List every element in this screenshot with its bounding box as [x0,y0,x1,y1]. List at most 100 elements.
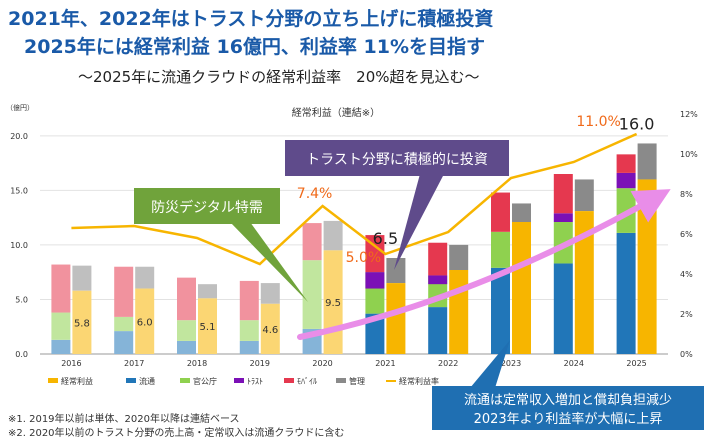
management-bar [574,179,594,212]
headline-line1: 2021年、2022年はトラスト分野の立ち上げに積極投資 [8,8,494,30]
segment-bar-官公庁 [51,312,71,340]
segment-bar-官公庁 [491,231,510,268]
left-tick-label: 5.0 [15,295,28,304]
segment-bar-流通 [177,340,196,354]
segment-bar-ﾓﾊﾞｲﾙ [491,192,510,232]
management-bar [72,265,92,291]
legend-swatch [48,378,58,383]
segment-bar-ﾓﾊﾞｲﾙ [239,280,259,321]
callout-trust: トラスト分野に積極的に投資 [285,140,509,270]
management-bar [386,258,406,284]
left-tick-label: 0.0 [15,350,28,359]
profit-bar [637,179,657,354]
profit-bar [386,283,406,354]
management-bar [135,266,155,289]
growth-arrow [297,189,671,340]
profit-data-label: 6.5 [373,229,398,248]
legend-label: ﾓﾊﾞｲﾙ [297,377,317,386]
legend-swatch [234,378,244,383]
segment-bar-流通 [51,339,71,354]
management-bar [512,203,531,222]
profit-bar [449,270,469,354]
legend-swatch [126,378,136,383]
segment-bar-流通 [491,267,510,354]
legend-swatch [180,378,190,383]
segment-bar-ﾄﾗｽﾄ [553,213,573,222]
profit-data-label: 9.5 [325,298,341,309]
left-axis-unit: （億円） [6,103,34,112]
legend-label: 管理 [349,376,365,386]
callout-trust-text: トラスト分野に積極的に投資 [306,152,488,168]
segment-bar-ﾓﾊﾞｲﾙ [616,154,636,173]
callout-bousai-text: 防災デジタル特需 [151,199,263,216]
profit-data-label: 5.8 [74,318,90,329]
segment-bar-ﾓﾊﾞｲﾙ [51,264,71,313]
legend-label: 流通 [139,376,155,386]
segment-bar-流通 [239,340,259,354]
right-tick-label: 0% [680,350,693,359]
callout-ryutsu-line2: 2023年より利益率が大幅に上昇 [474,411,663,427]
right-tick-label: 12% [680,110,698,119]
right-tick-label: 6% [680,230,693,239]
callout-ryutsu: 流通は定常収入増加と償却負担減少 2023年より利益率が大幅に上昇 [432,340,704,430]
chart-title: 経常利益（連結※） [292,106,380,119]
x-tick-label: 2021 [375,359,395,368]
margin-line [71,132,638,266]
left-tick-label: 15.0 [10,186,28,195]
callout-ryutsu-line1: 流通は定常収入増加と償却負担減少 [464,392,672,408]
segment-bar-官公庁 [177,320,196,341]
right-tick-label: 8% [680,190,693,199]
left-tick-label: 10.0 [10,241,28,250]
profit-bar [198,298,217,354]
x-tick-label: 2020 [312,359,332,368]
segment-bar-ﾓﾊﾞｲﾙ [553,174,573,214]
callout-bousai: 防災デジタル特需 [134,188,308,302]
subtitle: ～2025年に流通クラウドの経常利益率 20%超を見込む～ [78,68,480,86]
management-bar [449,244,469,270]
segment-bar-官公庁 [239,320,259,341]
profit-data-label: 16.0 [619,114,655,133]
segment-bar-流通 [365,313,385,354]
note-2: ※2. 2020年以前のトラスト分野の売上高・定常収入は流通クラウドに含む [8,428,345,439]
legend-label: 官公庁 [193,376,217,386]
legend-swatch [284,378,294,383]
segment-bar-ﾓﾊﾞｲﾙ [428,242,448,276]
segment-bar-流通 [553,263,573,354]
profit-bar [72,290,92,354]
segment-bar-ﾓﾊﾞｲﾙ [177,277,196,321]
segment-bar-官公庁 [114,316,134,332]
segment-bar-流通 [428,307,448,354]
profit-bar [135,288,155,354]
x-tick-label: 2016 [61,359,81,368]
profit-bar [512,222,531,354]
segment-bar-流通 [616,232,636,354]
segment-bar-ﾓﾊﾞｲﾙ [365,235,385,273]
segment-bar-官公庁 [302,260,322,329]
x-tick-label: 2019 [250,359,270,368]
management-bar [260,283,280,304]
x-tick-label: 2017 [124,359,144,368]
legend-label: 経常利益率 [399,376,439,386]
management-bar [323,220,343,251]
margin-data-label: 11.0% [576,114,620,130]
management-bar [637,143,657,180]
segment-bar-ﾄﾗｽﾄ [616,172,636,189]
right-tick-label: 4% [680,270,693,279]
right-tick-label: 10% [680,150,698,159]
note-1: ※1. 2019年以前は単体、2020年以降は連結ベース [8,414,240,425]
profit-data-label: 4.6 [262,325,278,336]
x-tick-label: 2025 [626,359,646,368]
margin-data-label: 5.0% [346,250,382,266]
segment-bar-ﾓﾊﾞｲﾙ [302,223,322,261]
left-tick-label: 20.0 [10,132,28,141]
right-tick-label: 2% [680,310,693,319]
segment-bar-trust-negative [365,272,385,289]
profit-data-label: 5.1 [200,322,216,333]
segment-bar-ﾓﾊﾞｲﾙ [114,266,134,317]
management-bar [198,284,217,299]
segment-bar-流通 [114,331,134,354]
headline-line2: 2025年には経常利益 16億円、利益率 11%を目指す [24,36,486,58]
profit-data-label: 6.0 [137,317,153,328]
x-tick-label: 2018 [187,359,207,368]
